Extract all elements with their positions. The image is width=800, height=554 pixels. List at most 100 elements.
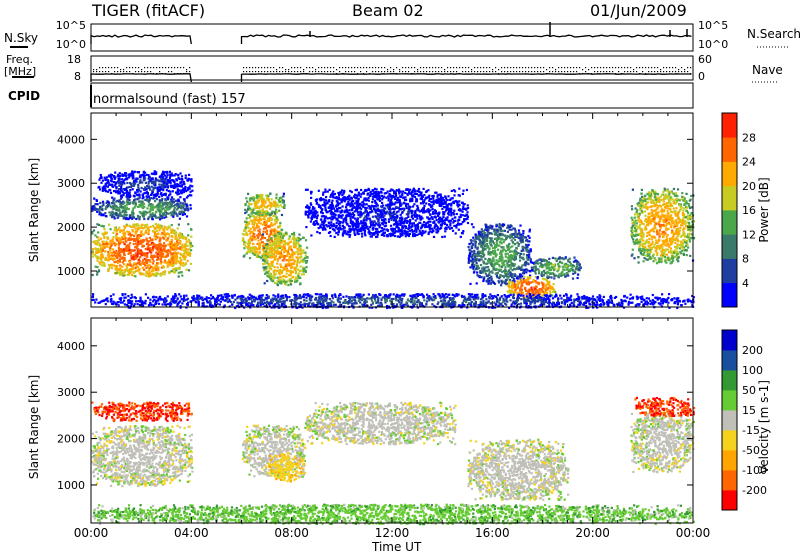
scatter-point [117, 215, 120, 218]
scatter-point [121, 191, 124, 194]
scatter-point [160, 186, 163, 189]
nave-dots [687, 67, 689, 69]
nave-dots [327, 71, 329, 73]
scatter-point [254, 202, 257, 205]
scatter-point [137, 216, 140, 219]
nave-dots [264, 71, 266, 73]
scatter-point [115, 269, 118, 272]
scatter-point [137, 268, 140, 271]
scatter-point [122, 256, 125, 260]
scatter-point [274, 218, 277, 221]
nave-dots [363, 67, 365, 69]
scatter-point [266, 198, 269, 201]
scatter-point [297, 246, 300, 249]
scatter-point [121, 251, 124, 254]
scatter-point [111, 196, 114, 199]
scatter-point [282, 278, 285, 281]
scatter-point [356, 228, 359, 231]
scatter-point [329, 231, 332, 234]
scatter-point [129, 201, 132, 204]
scatter-point [168, 173, 171, 176]
scatter-point [349, 215, 352, 218]
scatter-point [163, 183, 166, 186]
scatter-point [156, 192, 159, 195]
scatter-point [124, 205, 127, 208]
scatter-point [173, 180, 176, 183]
scatter-point [401, 232, 404, 235]
scatter-point [124, 187, 127, 190]
scatter-point [320, 215, 324, 218]
nave-dots [321, 67, 323, 69]
freq-trace [90, 73, 692, 83]
scatter-point [102, 240, 105, 243]
scatter-point [160, 194, 163, 197]
scatter-point [187, 238, 190, 241]
scatter-point [343, 217, 346, 220]
scatter-point [244, 241, 247, 244]
nave-dots [120, 71, 122, 73]
scatter-point [178, 242, 181, 245]
nave-dots [156, 67, 158, 69]
scatter-point [118, 252, 121, 255]
scatter-point [263, 282, 266, 285]
scatter-point [281, 236, 284, 240]
scatter-point [324, 208, 327, 211]
scatter-point [439, 197, 442, 200]
scatter-point [119, 229, 122, 232]
scatter-point [162, 187, 165, 190]
scatter-point [143, 273, 146, 276]
scatter-point [273, 281, 277, 284]
nave-dots [444, 69, 446, 71]
scatter-point [276, 249, 279, 252]
scatter-point [184, 186, 187, 189]
scatter-point [325, 224, 328, 227]
nave-dots [255, 71, 257, 73]
scatter-point [400, 228, 403, 231]
scatter-point [367, 205, 370, 208]
scatter-point [443, 222, 447, 226]
nave-dots [657, 71, 659, 73]
scatter-point [282, 259, 285, 262]
scatter-point [152, 224, 155, 228]
scatter-point [389, 234, 392, 238]
nave-dots [633, 71, 635, 73]
scatter-point [177, 271, 180, 274]
nave-dots [300, 67, 302, 69]
scatter-point [170, 172, 173, 175]
scatter-point [180, 178, 183, 181]
scatter-point [187, 253, 190, 256]
nave-dots [186, 71, 188, 73]
nave-dots [180, 67, 182, 69]
scatter-point [110, 267, 113, 270]
scatter-point [122, 233, 126, 237]
nave-dots [555, 69, 557, 71]
scatter-point [428, 203, 431, 206]
scatter-point [353, 229, 356, 232]
scatter-point [172, 263, 175, 266]
nave-dots [249, 71, 251, 73]
scatter-point [105, 245, 108, 248]
scatter-point [253, 252, 256, 255]
scatter-point [372, 227, 375, 230]
scatter-point [106, 190, 110, 193]
scatter-point [128, 251, 131, 254]
scatter-point [182, 204, 185, 207]
scatter-point [383, 214, 386, 217]
scatter-point [191, 189, 194, 192]
scatter-point [179, 246, 182, 249]
scatter-point [145, 237, 148, 240]
scatter-point [111, 258, 115, 261]
nave-dots [549, 67, 551, 69]
nave-dots [456, 71, 458, 73]
scatter-point [348, 209, 351, 212]
scatter-point [107, 251, 110, 254]
scatter-point [173, 268, 176, 271]
scatter-point [151, 215, 154, 218]
scatter-point [128, 261, 132, 264]
scatter-point [367, 212, 370, 215]
scatter-point [155, 229, 158, 233]
scatter-point [140, 230, 143, 233]
scatter-point [100, 214, 103, 217]
scatter-point [159, 224, 162, 227]
scatter-point [408, 229, 411, 232]
